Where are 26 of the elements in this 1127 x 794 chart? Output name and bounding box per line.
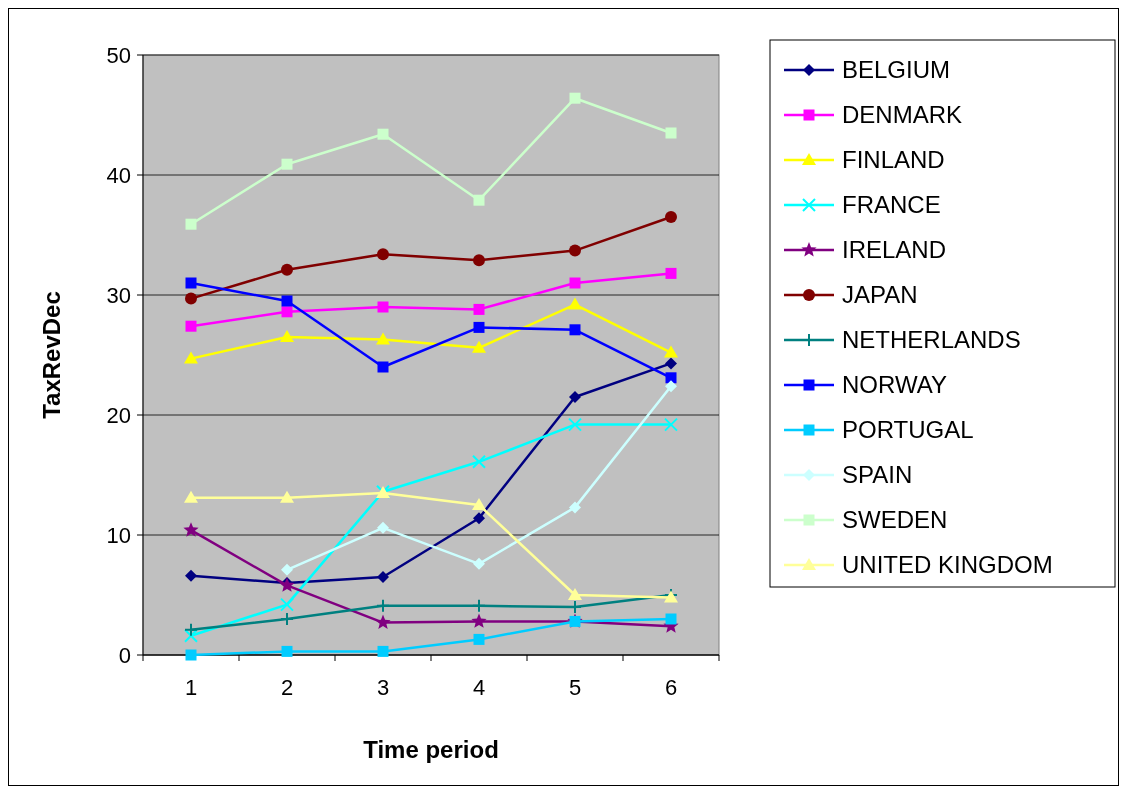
legend-label: SPAIN <box>842 461 913 489</box>
x-tick-label: 2 <box>280 675 294 700</box>
legend-label: NETHERLANDS <box>842 326 1021 354</box>
y-tick-label: 20 <box>106 402 131 428</box>
legend-label: JAPAN <box>842 281 918 309</box>
legend-label: UNITED KINGDOM <box>842 551 1053 579</box>
x-tick-label: 4 <box>472 675 486 700</box>
x-tick-label: 1 <box>184 675 198 700</box>
legend-label: FRANCE <box>842 191 941 219</box>
legend-label: DENMARK <box>842 101 963 129</box>
y-axis-title: TaxRevDec <box>38 291 65 419</box>
x-tick-label: 3 <box>376 675 390 700</box>
y-tick-label: 30 <box>106 282 131 308</box>
y-tick-label: 0 <box>118 642 131 668</box>
legend-label: SWEDEN <box>842 506 948 534</box>
legend-label: IRELAND <box>842 236 947 264</box>
x-tick-label: 6 <box>664 675 678 700</box>
legend-label: PORTUGAL <box>842 416 974 444</box>
x-tick-label: 5 <box>568 675 582 700</box>
y-tick-label: 10 <box>106 522 131 548</box>
legend-label: NORWAY <box>842 371 947 399</box>
x-axis-title: Time period <box>363 736 499 763</box>
y-tick-label: 50 <box>106 42 131 68</box>
y-tick-label: 40 <box>106 162 131 188</box>
legend-label: FINLAND <box>842 146 945 174</box>
legend-label: BELGIUM <box>842 56 951 84</box>
